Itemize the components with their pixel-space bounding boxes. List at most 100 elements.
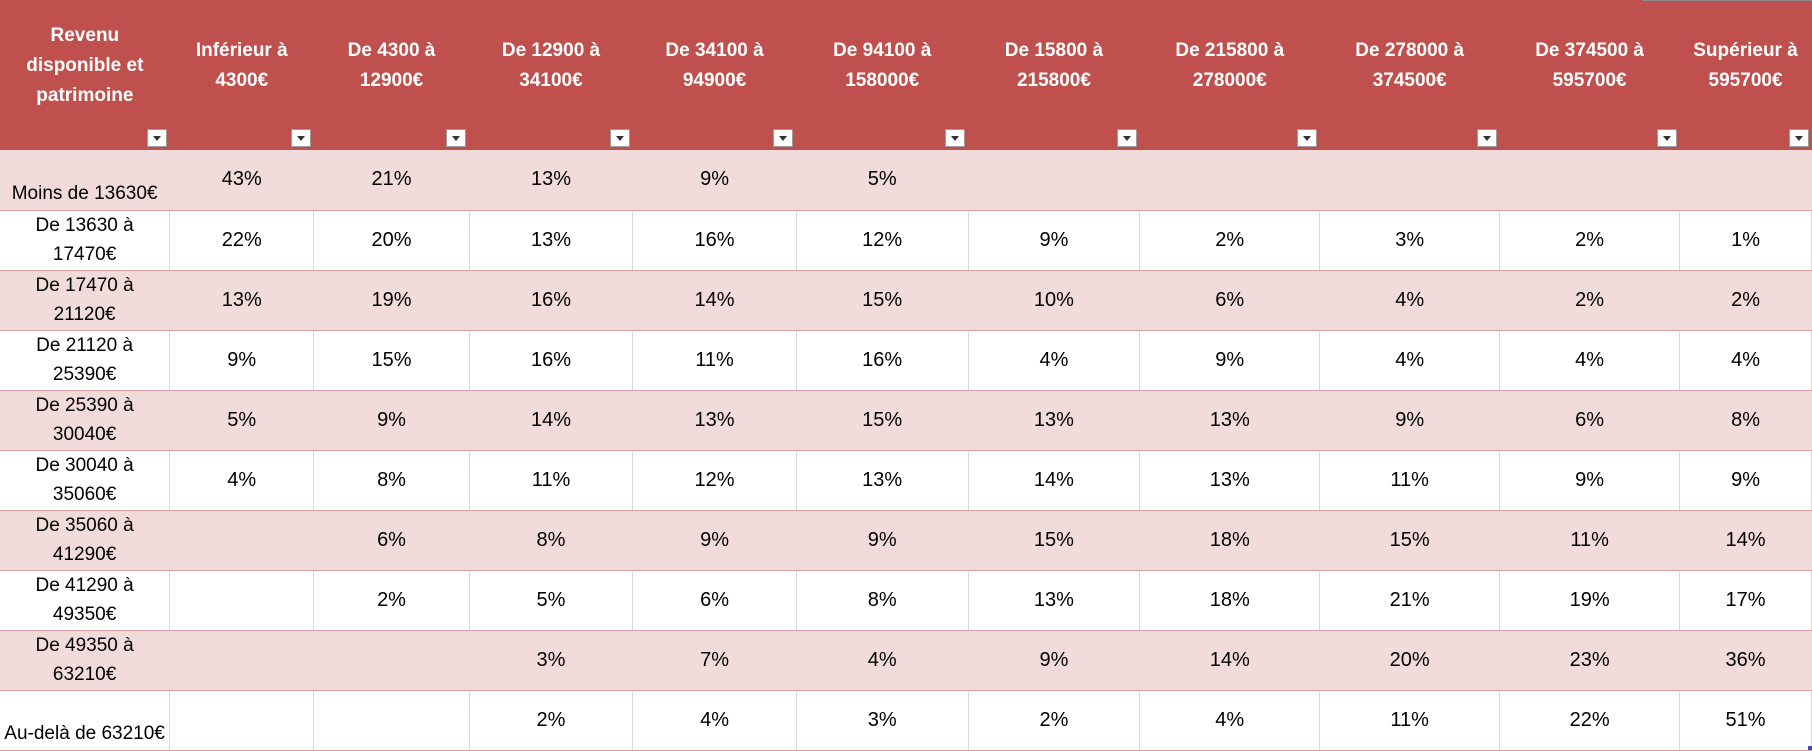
table-cell[interactable]: 15%: [796, 270, 968, 330]
table-cell[interactable]: 13%: [469, 210, 633, 270]
table-cell[interactable]: 4%: [1320, 270, 1500, 330]
table-cell[interactable]: 21%: [314, 150, 469, 210]
filter-dropdown-icon[interactable]: [1297, 129, 1317, 147]
filter-dropdown-icon[interactable]: [1657, 129, 1677, 147]
table-cell[interactable]: 14%: [469, 390, 633, 450]
table-cell[interactable]: 14%: [968, 450, 1140, 510]
table-cell[interactable]: 4%: [968, 330, 1140, 390]
table-cell[interactable]: 4%: [1320, 330, 1500, 390]
filter-dropdown-icon[interactable]: [945, 129, 965, 147]
table-cell[interactable]: [170, 570, 314, 630]
table-cell[interactable]: 13%: [170, 270, 314, 330]
table-cell[interactable]: 9%: [314, 390, 469, 450]
filter-dropdown-icon[interactable]: [1477, 129, 1497, 147]
table-cell[interactable]: 13%: [968, 390, 1140, 450]
table-cell[interactable]: 2%: [1680, 270, 1812, 330]
filter-dropdown-icon[interactable]: [1117, 129, 1137, 147]
table-cell[interactable]: 13%: [1140, 450, 1320, 510]
table-cell[interactable]: 15%: [314, 330, 469, 390]
table-cell[interactable]: 23%: [1500, 630, 1680, 690]
table-cell[interactable]: 2%: [1500, 210, 1680, 270]
row-label[interactable]: Moins de 13630€: [0, 150, 170, 210]
table-cell[interactable]: [1140, 150, 1320, 210]
table-cell[interactable]: 9%: [968, 630, 1140, 690]
table-cell[interactable]: 20%: [1320, 630, 1500, 690]
table-cell[interactable]: 9%: [1320, 390, 1500, 450]
table-cell[interactable]: 9%: [968, 210, 1140, 270]
table-cell[interactable]: 14%: [1680, 510, 1812, 570]
table-cell[interactable]: 4%: [1680, 330, 1812, 390]
row-label[interactable]: De 21120 à 25390€: [0, 330, 170, 390]
table-cell[interactable]: 11%: [633, 330, 797, 390]
table-cell[interactable]: 5%: [469, 570, 633, 630]
table-cell[interactable]: 9%: [633, 150, 797, 210]
table-cell[interactable]: 11%: [469, 450, 633, 510]
table-cell[interactable]: [1500, 150, 1680, 210]
table-cell[interactable]: 16%: [796, 330, 968, 390]
resize-handle[interactable]: [1808, 746, 1812, 750]
table-cell[interactable]: 3%: [796, 690, 968, 750]
table-cell[interactable]: 17%: [1680, 570, 1812, 630]
row-label[interactable]: De 17470 à 21120€: [0, 270, 170, 330]
table-cell[interactable]: [314, 690, 469, 750]
table-cell[interactable]: 13%: [633, 390, 797, 450]
table-cell[interactable]: 18%: [1140, 570, 1320, 630]
table-cell[interactable]: [170, 630, 314, 690]
row-label[interactable]: De 41290 à 49350€: [0, 570, 170, 630]
table-cell[interactable]: 12%: [796, 210, 968, 270]
table-cell[interactable]: 6%: [1140, 270, 1320, 330]
table-cell[interactable]: 2%: [968, 690, 1140, 750]
row-label[interactable]: De 49350 à 63210€: [0, 630, 170, 690]
table-cell[interactable]: 9%: [633, 510, 797, 570]
table-cell[interactable]: 8%: [1680, 390, 1812, 450]
table-cell[interactable]: 22%: [170, 210, 314, 270]
row-label[interactable]: Au-delà de 63210€: [0, 690, 170, 750]
table-cell[interactable]: [968, 150, 1140, 210]
table-cell[interactable]: 16%: [469, 330, 633, 390]
table-cell[interactable]: 9%: [170, 330, 314, 390]
table-cell[interactable]: 9%: [796, 510, 968, 570]
table-cell[interactable]: 2%: [1500, 270, 1680, 330]
table-cell[interactable]: 19%: [1500, 570, 1680, 630]
table-cell[interactable]: [1320, 150, 1500, 210]
table-cell[interactable]: [1680, 150, 1812, 210]
table-cell[interactable]: [314, 630, 469, 690]
table-cell[interactable]: 15%: [968, 510, 1140, 570]
table-cell[interactable]: 4%: [796, 630, 968, 690]
table-cell[interactable]: 2%: [1140, 210, 1320, 270]
table-cell[interactable]: 8%: [796, 570, 968, 630]
table-cell[interactable]: 6%: [314, 510, 469, 570]
filter-dropdown-icon[interactable]: [773, 129, 793, 147]
filter-dropdown-icon[interactable]: [610, 129, 630, 147]
table-cell[interactable]: 13%: [968, 570, 1140, 630]
table-cell[interactable]: 5%: [170, 390, 314, 450]
row-label[interactable]: De 35060 à 41290€: [0, 510, 170, 570]
table-cell[interactable]: 11%: [1320, 450, 1500, 510]
table-cell[interactable]: 4%: [1140, 690, 1320, 750]
table-cell[interactable]: 9%: [1500, 450, 1680, 510]
table-cell[interactable]: 8%: [314, 450, 469, 510]
table-cell[interactable]: 15%: [1320, 510, 1500, 570]
table-cell[interactable]: 10%: [968, 270, 1140, 330]
table-cell[interactable]: 13%: [796, 450, 968, 510]
table-cell[interactable]: 14%: [633, 270, 797, 330]
filter-dropdown-icon[interactable]: [291, 129, 311, 147]
table-cell[interactable]: [170, 510, 314, 570]
table-cell[interactable]: 11%: [1500, 510, 1680, 570]
table-cell[interactable]: 22%: [1500, 690, 1680, 750]
table-cell[interactable]: 6%: [633, 570, 797, 630]
row-label[interactable]: De 30040 à 35060€: [0, 450, 170, 510]
table-cell[interactable]: 20%: [314, 210, 469, 270]
table-cell[interactable]: 36%: [1680, 630, 1812, 690]
row-label[interactable]: De 13630 à 17470€: [0, 210, 170, 270]
table-cell[interactable]: 16%: [469, 270, 633, 330]
table-cell[interactable]: 13%: [469, 150, 633, 210]
table-cell[interactable]: 5%: [796, 150, 968, 210]
table-cell[interactable]: 9%: [1140, 330, 1320, 390]
table-cell[interactable]: 8%: [469, 510, 633, 570]
row-label[interactable]: De 25390 à 30040€: [0, 390, 170, 450]
filter-dropdown-icon[interactable]: [446, 129, 466, 147]
table-cell[interactable]: [170, 690, 314, 750]
table-cell[interactable]: 18%: [1140, 510, 1320, 570]
table-cell[interactable]: 13%: [1140, 390, 1320, 450]
